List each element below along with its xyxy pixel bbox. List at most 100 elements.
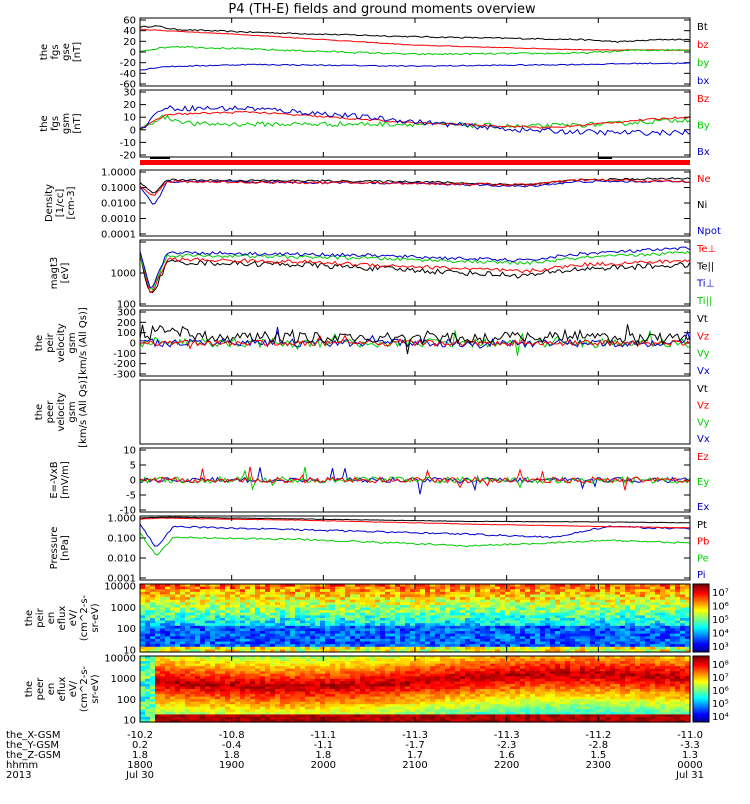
ytick-label: 0.0100 bbox=[101, 199, 136, 210]
series-line-Ne bbox=[140, 179, 690, 195]
ytick-label: 60 bbox=[123, 16, 136, 27]
ylabel-line: peer bbox=[35, 677, 46, 701]
legend-entry: Vy bbox=[697, 349, 710, 360]
ylabel-line: the bbox=[34, 335, 45, 351]
legend-entry: By bbox=[697, 121, 710, 132]
ylabel-line: gsm bbox=[67, 401, 78, 422]
panel-p6: thepeervelocitygsm[km/s (All Qs)]VtVzVyV… bbox=[34, 376, 710, 448]
series-line-Bx bbox=[140, 106, 690, 136]
legend-entry: Bz bbox=[697, 94, 709, 105]
ylabel-line: eV/ bbox=[68, 609, 79, 626]
ytick-label: 10000 bbox=[104, 654, 136, 665]
ylabel-line: velocity bbox=[56, 392, 67, 431]
ylabel-line: peer bbox=[45, 400, 56, 424]
ytick-label: 0.1000 bbox=[101, 183, 136, 194]
panel-ylabel: thepeerenefluxeV/(cm^2-s-sr-eV) bbox=[24, 665, 101, 712]
ylabel-line: en bbox=[46, 612, 57, 625]
ytick-label: -10 bbox=[120, 138, 136, 149]
panel-p5: thepeirvelocitygsm[km/s (All Qs)]3002001… bbox=[34, 307, 710, 380]
ylabel-line: gse bbox=[61, 43, 72, 61]
legend-entry: Bt bbox=[697, 22, 708, 33]
panel-p3: Density[1/cc][cm-3]1.00000.10000.01000.0… bbox=[44, 168, 721, 241]
ylabel-line: [nPa] bbox=[60, 535, 71, 561]
ylabel-line: Density bbox=[44, 184, 55, 222]
ytick-label: -40 bbox=[120, 69, 136, 80]
legend-entry: Npot bbox=[697, 226, 721, 237]
ylabel-line: the bbox=[39, 44, 50, 60]
ytick-label: 1000 bbox=[111, 603, 136, 614]
ytick-label: 1000 bbox=[111, 269, 136, 280]
legend-entry: Ne bbox=[697, 174, 711, 185]
ylabel-line: eflux bbox=[57, 606, 68, 631]
panel-frame bbox=[140, 516, 690, 580]
ylabel-line: the bbox=[34, 404, 45, 420]
legend-entry: Vx bbox=[697, 366, 710, 377]
ytick-label: -20 bbox=[120, 151, 136, 162]
ylabel-line: eflux bbox=[57, 677, 68, 702]
panel-ylabel: E=-VxB[mV/m] bbox=[49, 461, 71, 499]
legend-entry: Ni bbox=[697, 200, 707, 211]
ylabel-line: peir bbox=[35, 607, 46, 627]
panel-p10: thepeerenefluxeV/(cm^2-s-sr-eV)100001000… bbox=[24, 654, 729, 727]
series-line-Npot bbox=[140, 181, 690, 205]
panel-ylabel: thefgsgse[nT] bbox=[39, 42, 83, 62]
ytick-label: 1.0000 bbox=[101, 168, 136, 179]
ytick-label: 40 bbox=[123, 26, 136, 37]
panel-ylabel: thepeirenefluxeV/(cm^2-s-sr-eV) bbox=[24, 594, 101, 641]
legend-entry: Ti|| bbox=[696, 296, 712, 307]
ylabel-line: the bbox=[24, 681, 35, 697]
ylabel-line: [1/cc] bbox=[55, 189, 66, 218]
ylabel-line: [eV] bbox=[60, 263, 71, 284]
legend-entry: Ey bbox=[697, 477, 709, 488]
ytick-label: 0.010 bbox=[107, 554, 136, 565]
legend-entry: Bx bbox=[697, 147, 710, 158]
series-line-By bbox=[140, 115, 690, 129]
series-line-by bbox=[140, 46, 690, 54]
ytick-label: 0 bbox=[130, 125, 136, 136]
ytick-label: 10000 bbox=[104, 582, 136, 593]
ylabel-line: velocity bbox=[56, 323, 67, 362]
legend-entry: Vy bbox=[697, 417, 710, 428]
ylabel-line: gsm bbox=[67, 332, 78, 353]
legend-entry: Te|| bbox=[696, 261, 714, 272]
ylabel-line: [mV/m] bbox=[60, 461, 71, 499]
ylabel-line: en bbox=[46, 683, 57, 696]
panel-ylabel: thepeirvelocitygsm[km/s (All Qs)] bbox=[34, 307, 89, 379]
ytick-label: 0 bbox=[130, 48, 136, 59]
ytick-label: 10 bbox=[123, 446, 136, 457]
ytick-label: 100 bbox=[117, 624, 136, 635]
panel-p8: Pressure[nPa]1.0000.1000.0100.001PtPbPeP… bbox=[49, 514, 709, 585]
ylabel-line: peir bbox=[45, 332, 56, 352]
ylabel-line: [nT] bbox=[72, 42, 83, 62]
ylabel-line: sr-eV) bbox=[90, 674, 101, 703]
ylabel-line: [km/s (All Qs)] bbox=[78, 376, 89, 448]
colorbar-label: 10⁶ bbox=[712, 602, 729, 613]
ylabel-line: (cm^2-s- bbox=[79, 594, 90, 641]
legend-entry: bx bbox=[697, 76, 709, 87]
ytick-label: 20 bbox=[123, 37, 136, 48]
legend-entry: Pe bbox=[697, 553, 709, 564]
panel-p9: thepeirenefluxeV/(cm^2-s-sr-eV)10000 1000… bbox=[24, 582, 729, 657]
ylabel-line: Pressure bbox=[49, 527, 60, 570]
ytick-label: -20 bbox=[120, 58, 136, 69]
ylabel-line: [km/s (All Qs)] bbox=[78, 307, 89, 379]
ylabel-line: magt3 bbox=[49, 257, 60, 290]
legend-entry: Vz bbox=[697, 401, 709, 412]
legend-entry: Te⊥ bbox=[696, 244, 716, 255]
ylabel-line: the bbox=[24, 610, 35, 626]
panel-ylabel: magt3[eV] bbox=[49, 257, 71, 290]
chart-title: P4 (TH-E) fields and ground moments over… bbox=[228, 2, 536, 17]
ylabel-line: E=-VxB bbox=[49, 461, 60, 498]
legend-entry: Vx bbox=[697, 434, 710, 445]
legend-entry: Ex bbox=[697, 502, 709, 513]
series-line-Ni bbox=[140, 178, 690, 193]
legend-entry: Pb bbox=[697, 537, 709, 548]
legend-entry: Ti⊥ bbox=[696, 279, 714, 290]
ylabel-line: eV/ bbox=[68, 680, 79, 697]
ytick-label: 10 bbox=[123, 113, 136, 124]
ytick-label: 0.0001 bbox=[101, 230, 136, 241]
